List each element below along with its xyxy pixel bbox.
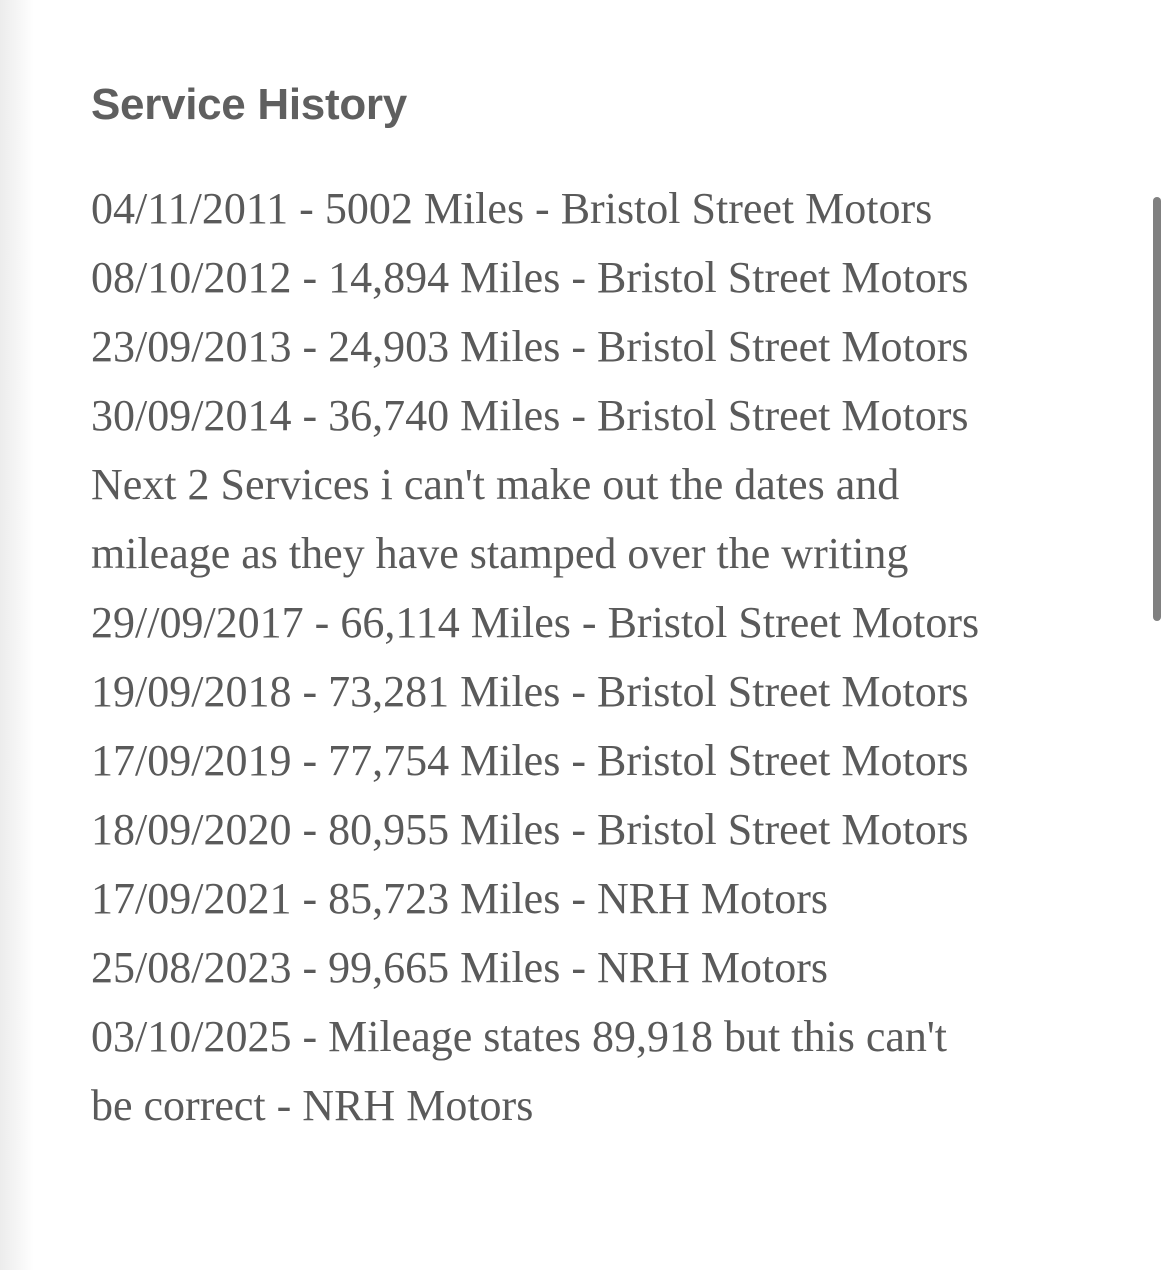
service-note: mileage as they have stamped over the wr… (91, 529, 909, 578)
section-title: Service History (91, 80, 407, 129)
service-line: be correct - NRH Motors (91, 1081, 534, 1130)
service-line: 17/09/2019 - 77,754 Miles - Bristol Stre… (91, 736, 969, 785)
service-line: 25/08/2023 - 99,665 Miles - NRH Motors (91, 943, 828, 992)
service-line: 03/10/2025 - Mileage states 89,918 but t… (91, 1012, 948, 1061)
service-line: 19/09/2018 - 73,281 Miles - Bristol Stre… (91, 667, 969, 716)
service-line: 29//09/2017 - 66,114 Miles - Bristol Str… (91, 598, 980, 647)
left-edge-shadow (0, 0, 34, 1270)
service-history-list: 04/11/2011 - 5002 Miles - Bristol Street… (91, 174, 1091, 1140)
service-note: Next 2 Services i can't make out the dat… (91, 460, 900, 509)
service-line: 18/09/2020 - 80,955 Miles - Bristol Stre… (91, 805, 969, 854)
scrollbar[interactable] (1153, 197, 1161, 621)
service-line: 08/10/2012 - 14,894 Miles - Bristol Stre… (91, 253, 969, 302)
service-line: 17/09/2021 - 85,723 Miles - NRH Motors (91, 874, 828, 923)
service-line: 04/11/2011 - 5002 Miles - Bristol Street… (91, 184, 933, 233)
service-line: 30/09/2014 - 36,740 Miles - Bristol Stre… (91, 391, 969, 440)
service-line: 23/09/2013 - 24,903 Miles - Bristol Stre… (91, 322, 969, 371)
